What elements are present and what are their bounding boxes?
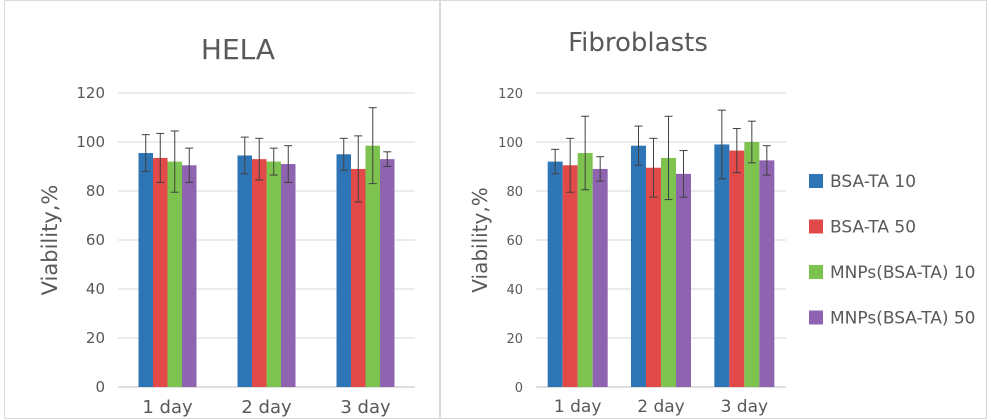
bar bbox=[646, 167, 661, 387]
fibroblasts-chart-svg: Fibroblasts Viability,% 0 20 40 60 80 100 120 1 d… bbox=[468, 28, 976, 417]
fibroblasts-chart-panel: Fibroblasts Viability,% 0 20 40 60 80 100 120 1 d… bbox=[440, 0, 987, 419]
y-axis-label: Viability,% bbox=[468, 187, 492, 292]
legend-label: BSA-TA 10 bbox=[830, 172, 916, 192]
bar bbox=[729, 150, 745, 387]
x-tick-label: 2 day bbox=[637, 397, 685, 417]
bar bbox=[252, 159, 267, 387]
bar bbox=[577, 153, 593, 387]
y-tick-label: 60 bbox=[506, 234, 523, 249]
legend-swatch bbox=[809, 219, 823, 234]
y-tick-label: 100 bbox=[76, 133, 105, 151]
hela-chart-svg: HELA Viability,% 0 20 40 60 80 100 120 1 day 2 day… bbox=[38, 33, 415, 418]
bar bbox=[380, 159, 395, 387]
bar bbox=[714, 144, 730, 387]
y-tick-label: 0 bbox=[95, 378, 105, 396]
y-tick-label: 80 bbox=[86, 182, 105, 200]
y-tick-label: 80 bbox=[506, 185, 523, 200]
bar bbox=[266, 161, 281, 387]
y-axis-label: Viability,% bbox=[38, 185, 62, 296]
bar bbox=[547, 161, 563, 387]
y-tick-label: 20 bbox=[86, 329, 105, 347]
bar bbox=[167, 161, 182, 387]
x-tick-label: 3 day bbox=[340, 397, 391, 418]
y-tick-label: 100 bbox=[498, 136, 523, 151]
hela-chart-panel: HELA Viability,% 0 20 40 60 80 100 120 1 day 2 day… bbox=[4, 0, 440, 419]
bar bbox=[661, 157, 676, 387]
legend-label: MNPs(BSA-TA) 10 bbox=[830, 263, 976, 283]
y-tick-label: 0 bbox=[515, 381, 523, 396]
y-tick-label: 120 bbox=[76, 84, 105, 102]
bar bbox=[365, 145, 380, 387]
y-tick-label: 120 bbox=[498, 87, 523, 102]
chart-title: HELA bbox=[201, 33, 275, 66]
bar bbox=[153, 157, 168, 387]
y-tick-label: 40 bbox=[506, 283, 523, 298]
bar bbox=[351, 168, 366, 387]
bar bbox=[182, 165, 197, 387]
bar bbox=[336, 154, 351, 387]
bar bbox=[562, 165, 578, 387]
legend-swatch bbox=[809, 265, 823, 279]
bar bbox=[237, 155, 252, 387]
bar bbox=[631, 145, 646, 387]
legend-swatch bbox=[809, 174, 823, 188]
y-tick-label: 40 bbox=[86, 280, 105, 298]
legend-label: BSA-TA 50 bbox=[830, 218, 916, 238]
x-tick-label: 2 day bbox=[241, 397, 292, 418]
bar bbox=[138, 153, 153, 387]
y-tick-label: 20 bbox=[506, 332, 523, 347]
bar bbox=[676, 173, 691, 387]
bar bbox=[281, 164, 296, 387]
chart-title: Fibroblasts bbox=[568, 28, 708, 58]
y-tick-label: 60 bbox=[86, 231, 105, 249]
bar bbox=[759, 160, 775, 387]
bar bbox=[592, 168, 608, 387]
x-tick-label: 3 day bbox=[721, 397, 769, 417]
x-tick-label: 1 day bbox=[554, 397, 602, 417]
legend-label: MNPs(BSA-TA) 50 bbox=[830, 309, 976, 329]
x-tick-label: 1 day bbox=[142, 397, 193, 418]
bar bbox=[744, 142, 760, 387]
legend-swatch bbox=[809, 310, 823, 325]
